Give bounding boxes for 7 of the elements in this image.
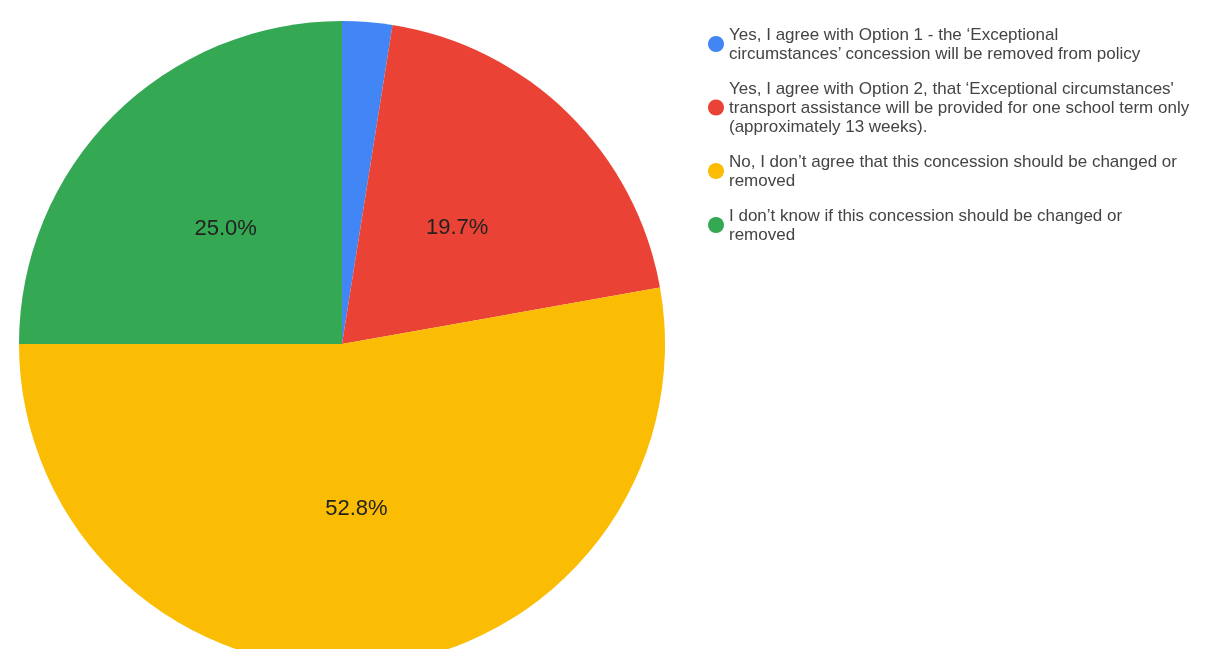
- data-label: 25.0%: [194, 215, 257, 241]
- data-label: 52.8%: [325, 495, 388, 521]
- legend-label: Yes, I agree with Option 2, that ‘Exceptional circumstances' transport assistance will be provided for one school term only (approximately 13 weeks).: [729, 79, 1194, 136]
- legend-label: I don’t know if this concession should be changed or removed: [729, 206, 1127, 244]
- legend-label: Yes, I agree with Option 1 - the ‘Exceptional circumstances’ concession will be removed from policy: [729, 25, 1141, 63]
- data-label: 19.7%: [426, 214, 489, 240]
- legend-label: No, I don’t agree that this concession should be changed or removed: [729, 152, 1182, 190]
